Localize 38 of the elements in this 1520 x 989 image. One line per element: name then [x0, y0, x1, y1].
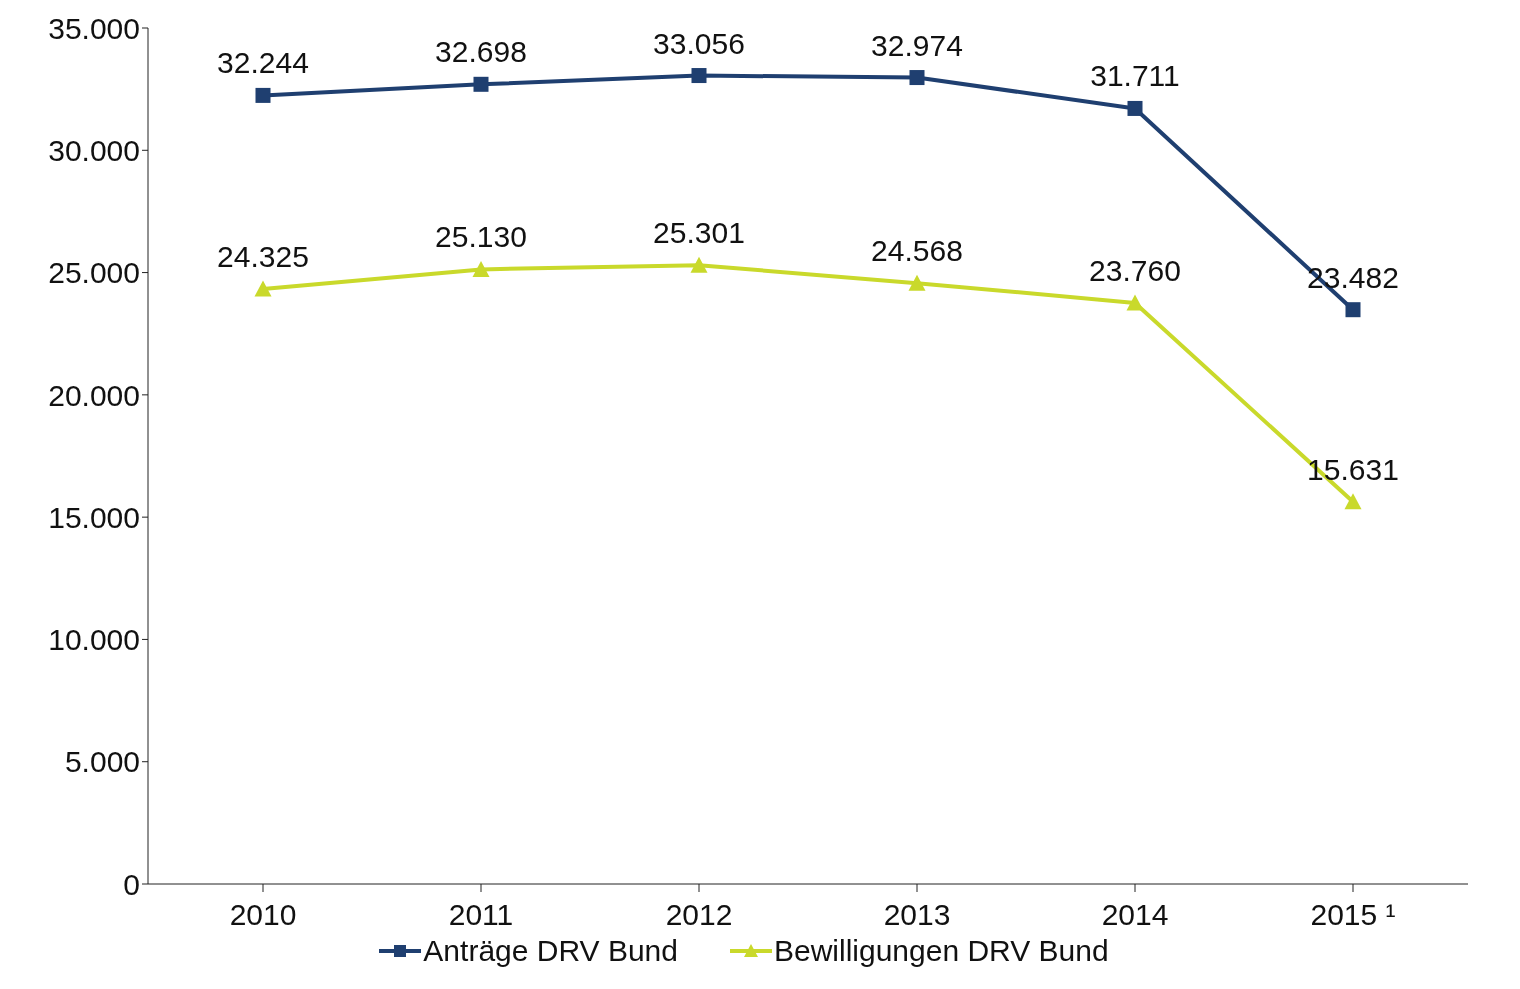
- y-tick-label: 35.000: [48, 11, 140, 45]
- y-tick-label: 20.000: [48, 378, 140, 412]
- data-label: 32.244: [217, 46, 309, 80]
- legend-label: Bewilligungen DRV Bund: [773, 934, 1109, 968]
- data-label: 31.711: [1090, 59, 1180, 93]
- y-tick-label: 30.000: [48, 133, 140, 167]
- data-label: 32.974: [871, 28, 963, 62]
- point: [909, 70, 925, 86]
- x-tick-label: 2010: [229, 898, 297, 932]
- point: [1127, 100, 1143, 116]
- legend-label: Anträge DRV Bund: [423, 934, 678, 968]
- y-tick-label: 0: [123, 867, 140, 901]
- x-tick-label: 2013: [883, 898, 951, 932]
- x-tick-label: 2015 ¹: [1310, 898, 1396, 932]
- x-tick-label: 2014: [1101, 898, 1169, 932]
- data-label: 23.760: [1089, 253, 1181, 287]
- data-label: 33.056: [653, 26, 745, 60]
- data-label: 25.301: [653, 216, 745, 250]
- data-label: 32.698: [435, 35, 527, 69]
- data-label: 24.325: [217, 240, 309, 274]
- data-label: 25.130: [435, 220, 527, 254]
- point: [1345, 302, 1361, 318]
- y-tick-label: 15.000: [48, 500, 140, 534]
- point: [255, 87, 271, 103]
- point: [472, 260, 490, 277]
- y-tick-label: 10.000: [48, 623, 140, 657]
- data-label: 24.568: [871, 234, 963, 268]
- y-tick-label: 25.000: [48, 256, 140, 290]
- point: [473, 76, 489, 92]
- point: [1126, 294, 1144, 311]
- x-tick-label: 2012: [665, 898, 733, 932]
- point: [254, 280, 272, 297]
- y-tick-label: 5.000: [64, 745, 140, 779]
- point: [690, 256, 708, 273]
- point: [908, 274, 926, 291]
- point: [691, 68, 707, 84]
- point: [1344, 493, 1362, 510]
- x-tick-label: 2011: [448, 898, 514, 932]
